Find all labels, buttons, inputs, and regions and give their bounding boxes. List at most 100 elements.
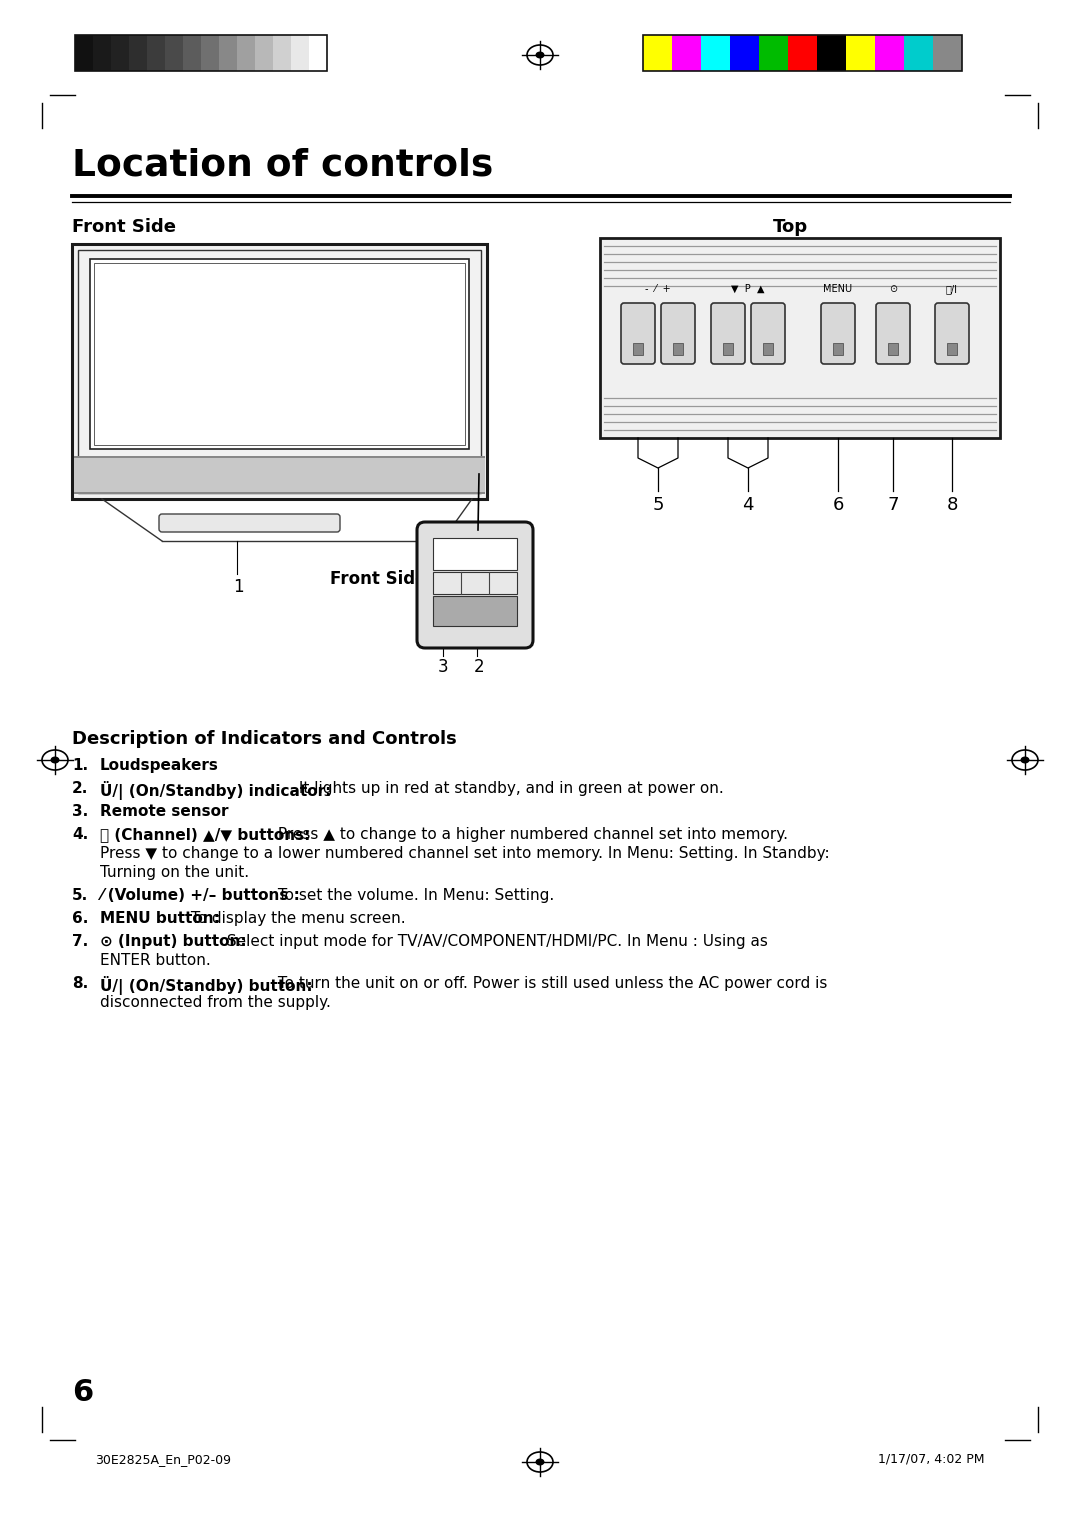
Text: 5.: 5. [72,888,89,903]
FancyBboxPatch shape [876,303,910,364]
Bar [291,35,309,70]
Bar [643,35,672,70]
Bar [888,342,897,354]
Text: 2.: 2. [72,781,89,796]
Bar [75,455,485,458]
FancyBboxPatch shape [751,303,785,364]
Text: 6: 6 [833,497,843,513]
Bar [723,342,733,354]
Ellipse shape [1012,750,1038,770]
Text: ⁄ (Volume) +/– buttons :: ⁄ (Volume) +/– buttons : [100,888,300,903]
Bar [933,35,962,70]
Text: 6.: 6. [72,911,89,926]
Text: Press ▼ to change to a lower numbered channel set into memory. In Menu: Setting.: Press ▼ to change to a lower numbered ch… [100,847,829,860]
Bar [701,35,730,70]
Bar [816,35,846,70]
Bar [94,263,465,445]
Bar [273,35,291,70]
Text: 2: 2 [474,659,485,675]
Bar [947,342,957,354]
Ellipse shape [51,756,59,764]
Text: MENU button:: MENU button: [100,911,220,926]
Text: Front Side: Front Side [72,219,176,235]
Bar [255,35,273,70]
Text: 1: 1 [233,578,244,596]
Text: ▼  P  ▲: ▼ P ▲ [731,284,765,293]
Bar [759,35,788,70]
Bar [75,492,485,494]
Bar [75,35,93,70]
Bar [201,35,219,70]
Bar [672,35,701,70]
Ellipse shape [536,1459,544,1465]
Text: Select input mode for TV/AV/COMPONENT/HDMI/PC. In Menu : Using as: Select input mode for TV/AV/COMPONENT/HD… [222,934,768,949]
Text: 1/17/07, 4:02 PM: 1/17/07, 4:02 PM [878,1453,985,1465]
Text: Description of Indicators and Controls: Description of Indicators and Controls [72,730,457,749]
Text: Front Side: Front Side [330,570,427,588]
Bar [633,342,643,354]
Text: Ü/| (On/Standby) indicator:: Ü/| (On/Standby) indicator: [100,781,332,801]
Text: Top: Top [772,219,808,235]
Text: 4.: 4. [72,827,89,842]
Ellipse shape [527,1452,553,1471]
Ellipse shape [42,750,68,770]
Bar [165,35,183,70]
Bar [93,35,111,70]
Bar [129,35,147,70]
Bar [147,35,165,70]
Text: ⊙: ⊙ [889,284,897,293]
Text: It lights up in red at standby, and in green at power on.: It lights up in red at standby, and in g… [295,781,725,796]
Bar [90,260,469,449]
Text: 30E2825A_En_P02-09: 30E2825A_En_P02-09 [95,1453,231,1465]
Bar [237,35,255,70]
FancyBboxPatch shape [417,523,534,648]
Text: Remote sensor: Remote sensor [100,804,229,819]
Bar [75,455,485,494]
Bar [846,35,875,70]
Text: 3: 3 [438,659,448,675]
Bar [75,35,327,70]
Ellipse shape [527,44,553,66]
Text: 7: 7 [888,497,899,513]
Text: Ü/| (On/Standby) button:: Ü/| (On/Standby) button: [100,976,312,995]
FancyBboxPatch shape [711,303,745,364]
Text: -  ⁄  +: - ⁄ + [645,284,671,293]
Text: 7.: 7. [72,934,89,949]
Text: 4: 4 [742,497,754,513]
Text: Turning on the unit.: Turning on the unit. [100,865,249,880]
FancyBboxPatch shape [159,513,340,532]
Bar [433,571,517,594]
FancyBboxPatch shape [621,303,654,364]
Bar [433,538,517,570]
Bar [111,35,129,70]
Text: To set the volume. In Menu: Setting.: To set the volume. In Menu: Setting. [273,888,554,903]
Bar [219,35,237,70]
Bar [72,244,487,500]
FancyBboxPatch shape [935,303,969,364]
Text: Ⓓ (Channel) ▲/▼ buttons:: Ⓓ (Channel) ▲/▼ buttons: [100,827,310,842]
Text: 8.: 8. [72,976,89,992]
Bar [673,342,683,354]
Text: 6: 6 [72,1378,93,1407]
Text: 3.: 3. [72,804,89,819]
Text: ⏻/I: ⏻/I [946,284,958,293]
Text: Press ▲ to change to a higher numbered channel set into memory.: Press ▲ to change to a higher numbered c… [273,827,787,842]
Ellipse shape [1021,756,1029,764]
Bar [309,35,327,70]
Ellipse shape [536,52,544,58]
Text: ⊙ (Input) button:: ⊙ (Input) button: [100,934,246,949]
Text: 1.: 1. [72,758,89,773]
Text: 6: 6 [536,1453,544,1465]
Text: 8: 8 [946,497,958,513]
Text: MENU: MENU [823,284,852,293]
FancyBboxPatch shape [821,303,855,364]
Text: disconnected from the supply.: disconnected from the supply. [100,995,330,1010]
Text: ENTER button.: ENTER button. [100,953,211,969]
Bar [183,35,201,70]
Bar [730,35,759,70]
Text: To display the menu screen.: To display the menu screen. [187,911,406,926]
Bar [78,251,481,494]
Text: Loudspeakers: Loudspeakers [100,758,219,773]
Text: Location of controls: Location of controls [72,148,494,183]
Bar [762,342,773,354]
